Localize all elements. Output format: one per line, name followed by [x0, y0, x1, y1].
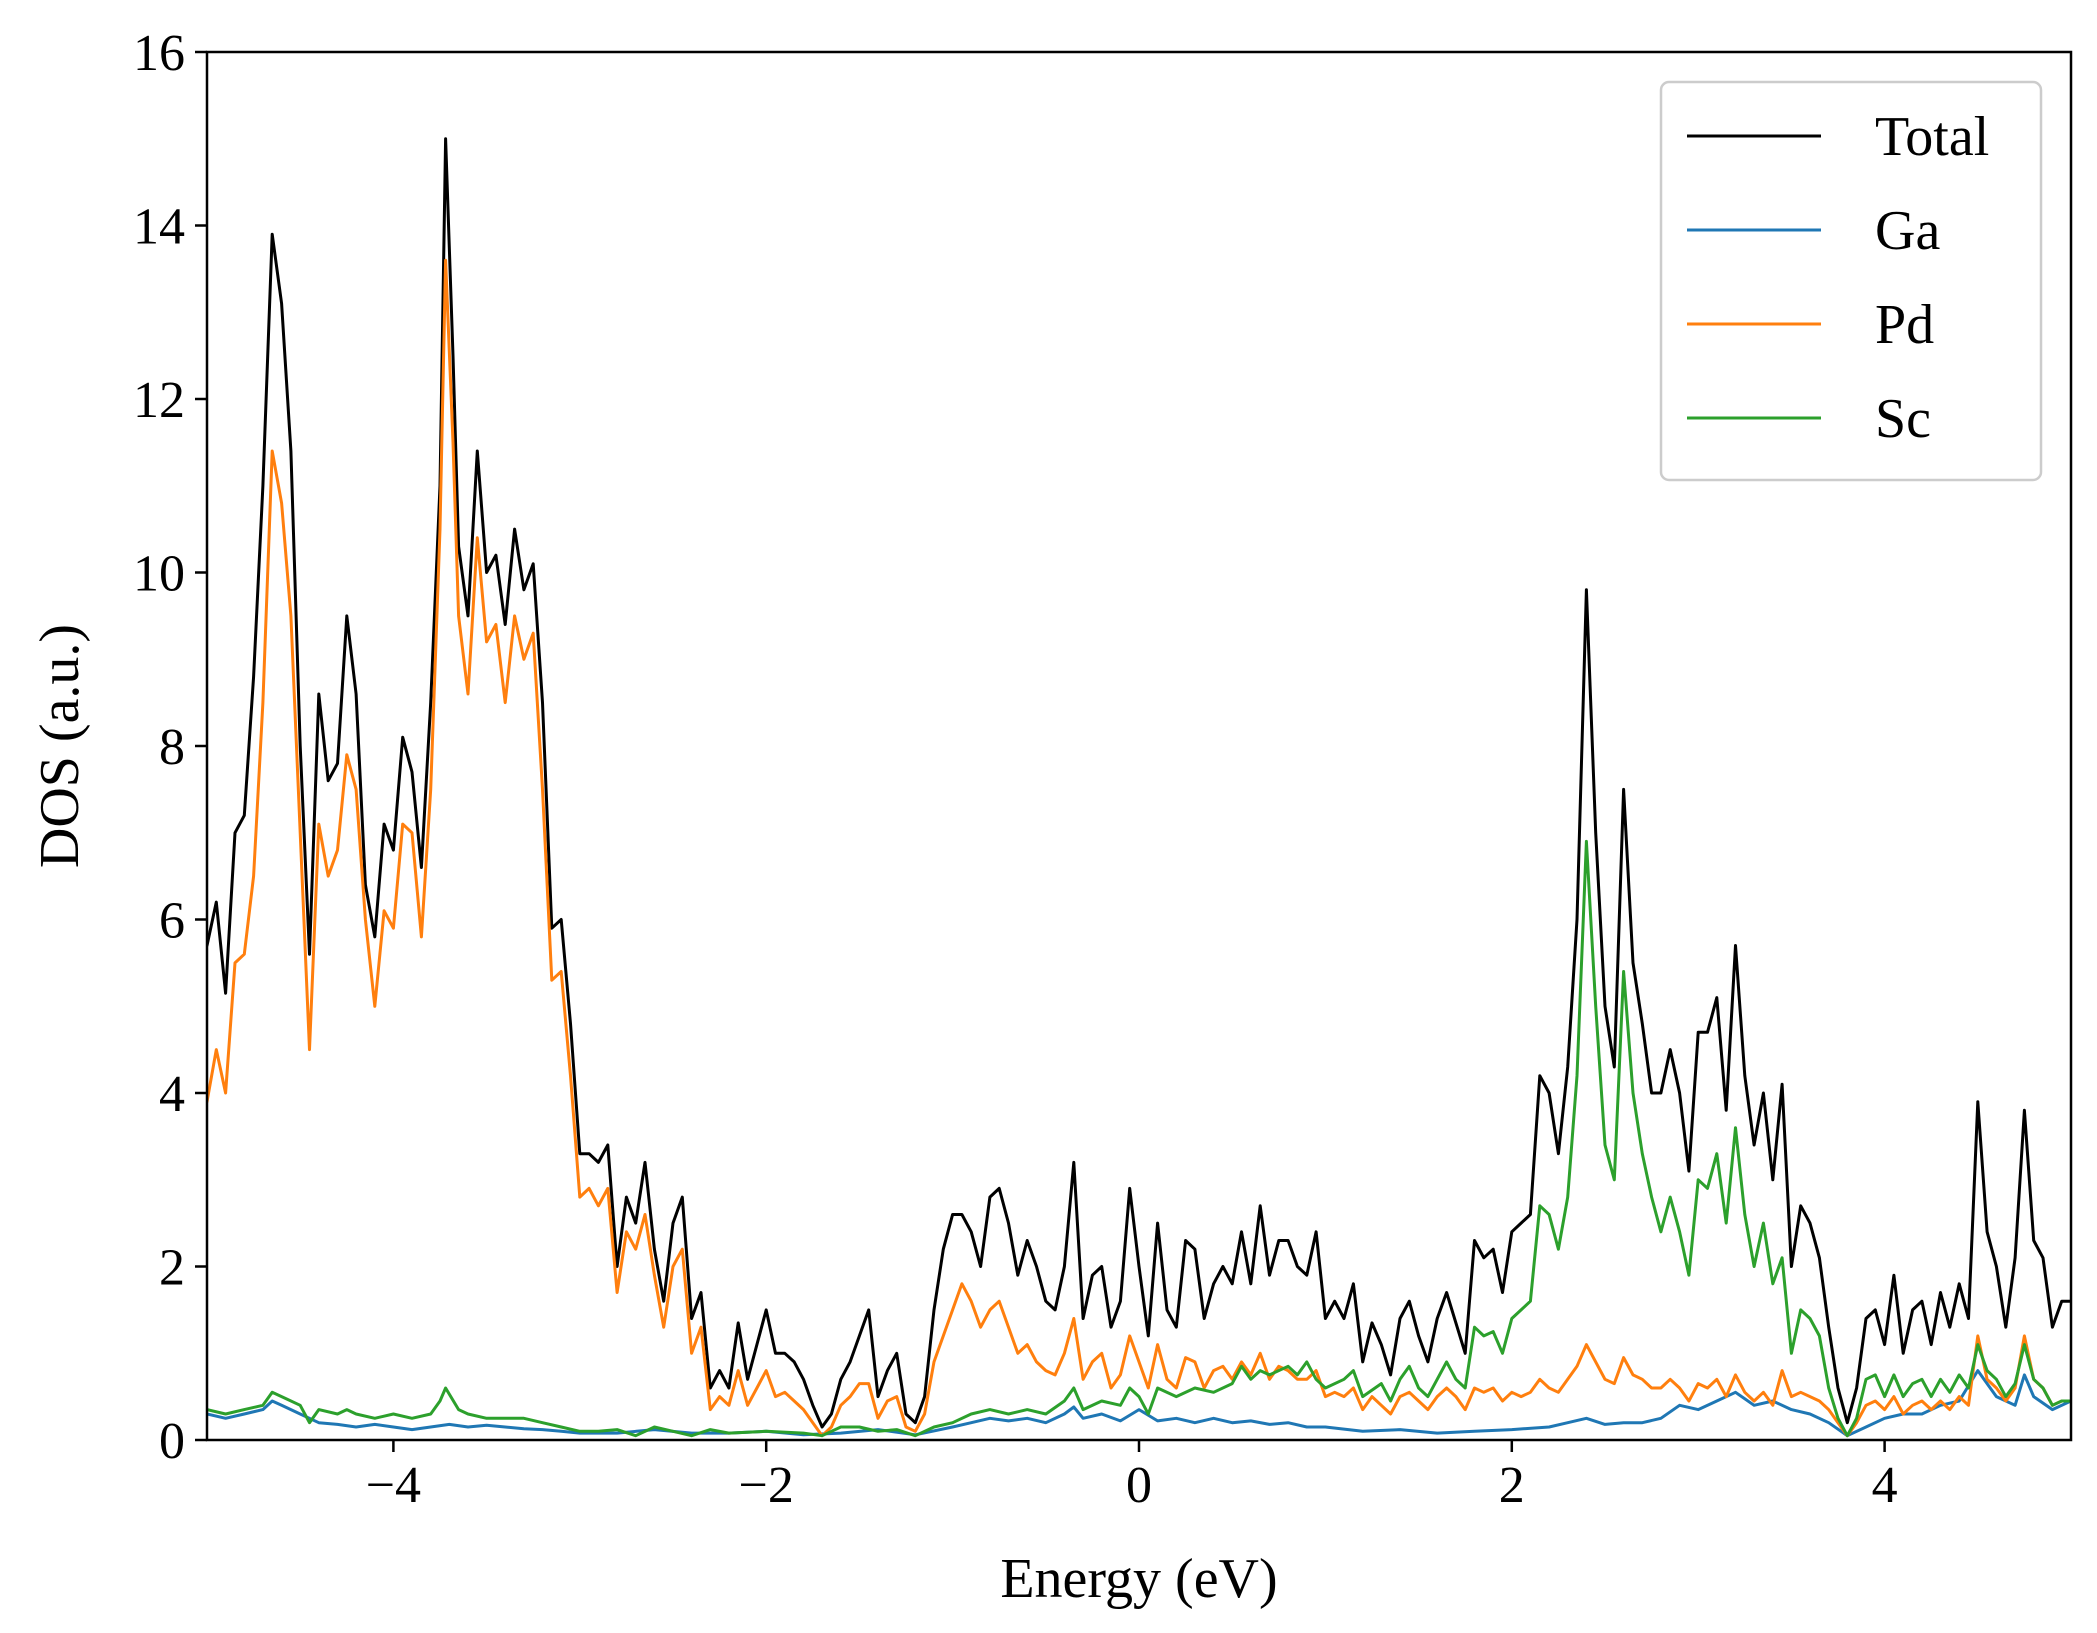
x-tick-label: 4 — [1872, 1457, 1898, 1514]
series-line-ga — [207, 1369, 2071, 1438]
x-tick-label: −2 — [739, 1457, 794, 1514]
y-axis-ticks: 0 2 4 6 8 10 12 14 16 — [133, 25, 207, 1470]
x-axis-label: Energy (eV) — [1000, 1548, 1277, 1610]
legend-box — [1659, 80, 2043, 482]
legend-label-sc: Sc — [1875, 388, 1931, 450]
x-axis-ticks: −4 −2 0 2 4 — [366, 1440, 1898, 1514]
x-tick-label: 0 — [1126, 1457, 1152, 1514]
y-tick-label: 14 — [133, 199, 185, 256]
legend-label-ga: Ga — [1875, 200, 1940, 262]
y-tick-label: 6 — [159, 893, 185, 950]
x-tick-label: 2 — [1499, 1457, 1525, 1514]
y-tick-label: 2 — [159, 1240, 185, 1297]
series-layer — [207, 137, 2071, 1438]
series-line-pd — [207, 258, 2071, 1438]
legend-label-total: Total — [1875, 106, 1989, 168]
x-tick-label: −4 — [366, 1457, 421, 1514]
y-axis-label: DOS (a.u.) — [29, 624, 91, 868]
y-tick-label: 16 — [133, 25, 185, 82]
series-line-sc — [207, 839, 2071, 1438]
y-tick-label: 8 — [159, 719, 185, 776]
y-tick-label: 12 — [133, 372, 185, 429]
y-tick-label: 0 — [159, 1413, 185, 1470]
legend: Total Ga Pd Sc — [1659, 80, 2043, 482]
y-tick-label: 4 — [159, 1066, 185, 1123]
legend-label-pd: Pd — [1875, 294, 1934, 356]
legend-items: Total Ga Pd Sc — [1687, 106, 1989, 450]
y-tick-label: 10 — [133, 546, 185, 603]
series-line-total — [207, 137, 2071, 1429]
